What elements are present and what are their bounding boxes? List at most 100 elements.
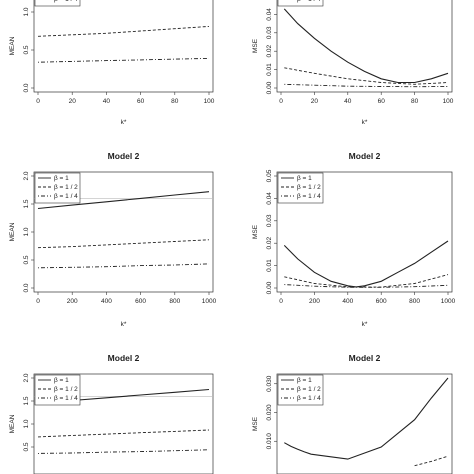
y-tick-label: 1.5: [23, 396, 30, 405]
y-tick-label: 1.0: [23, 7, 30, 16]
legend-box: [34, 172, 81, 204]
y-tick-label: 0.05: [266, 169, 273, 182]
y-tick-label: 0.02: [266, 44, 273, 57]
x-tick-label: 0: [36, 298, 40, 305]
y-tick-label: 0.0: [23, 83, 30, 92]
y-axis-label: MSE: [252, 224, 259, 239]
x-tick-label: 20: [311, 98, 319, 105]
series-line: [37, 429, 210, 438]
legend-label: β = 1: [54, 377, 69, 384]
legend: β = 1 β = 1 / 2 β = 1 / 4: [34, 374, 81, 406]
legend: β = 1 / 4: [34, 0, 81, 7]
x-tick-label: 40: [103, 98, 111, 105]
chart-title: Model 2: [108, 353, 140, 363]
x-tick-label: 40: [344, 98, 352, 105]
y-tick-label: 0.03: [266, 26, 273, 39]
y-tick-label: 0.020: [266, 404, 273, 421]
series-line: [37, 25, 210, 37]
series-line: [283, 240, 449, 288]
legend-label: β = 1 / 4: [297, 0, 321, 3]
x-tick-label: 0: [36, 98, 40, 105]
legend: β = 1 β = 1 / 2 β = 1 / 4: [277, 374, 324, 406]
x-axis-label: k*: [362, 321, 368, 328]
y-tick-label: 1.0: [23, 419, 30, 428]
chart-title: Model 2: [108, 151, 140, 161]
chart-panel-3: Model 2 0 200 400 600 800 1000 0.0 0.5 1.0 1.5 2.0 k…: [9, 151, 217, 328]
y-tick-label: 0.01: [266, 259, 273, 272]
y-tick-label: 0.010: [266, 433, 273, 450]
y-axis-label: MEAN: [9, 36, 16, 55]
x-axis-label: k*: [121, 119, 127, 126]
series-line: [37, 263, 210, 269]
legend-label: β = 1: [297, 175, 312, 182]
x-tick-label: 1000: [202, 298, 217, 305]
series-line: [414, 455, 449, 467]
plot-frame: [276, 0, 453, 93]
x-tick-label: 200: [67, 298, 78, 305]
x-tick-label: 100: [204, 98, 215, 105]
y-tick-label: 0.03: [266, 214, 273, 227]
legend: β = 1 / 4: [277, 0, 324, 7]
y-tick-label: 1.5: [23, 199, 30, 208]
y-tick-label: 0.04: [266, 192, 273, 205]
x-tick-label: 60: [378, 98, 386, 105]
legend-label: β = 1 / 2: [297, 184, 321, 191]
x-tick-label: 400: [101, 298, 112, 305]
y-tick-label: 0.0: [23, 283, 30, 292]
y-tick-label: 0.00: [266, 281, 273, 294]
x-tick-label: 100: [443, 98, 454, 105]
legend-label: β = 1 / 2: [54, 386, 78, 393]
x-axis-label: k*: [362, 119, 368, 126]
series-line: [284, 377, 449, 460]
x-tick-label: 600: [135, 298, 146, 305]
chart-title: Model 2: [349, 151, 381, 161]
y-tick-label: 0.5: [23, 442, 30, 451]
y-tick-label: 2.0: [23, 171, 30, 180]
y-tick-label: 1.0: [23, 227, 30, 236]
chart-panel-4: Model 2 0 200 400 600 800 1000 0.00 0.01 0.02 0.03…: [252, 151, 456, 328]
y-tick-label: 0.00: [266, 81, 273, 94]
x-tick-label: 600: [376, 298, 387, 305]
series-line: [284, 284, 449, 288]
series-line: [37, 191, 210, 210]
chart-panel-1: 0 20 40 60 80 100 0.0 0.5 1.0 k* MEAN β = 1 / 4: [9, 0, 215, 126]
y-axis-label: MEAN: [9, 414, 16, 433]
y-axis-label: MEAN: [9, 222, 16, 241]
x-tick-label: 200: [309, 298, 320, 305]
plot-frame: [33, 0, 214, 93]
y-tick-label: 0.01: [266, 63, 273, 76]
x-tick-label: 60: [137, 98, 145, 105]
y-tick-label: 0.02: [266, 236, 273, 249]
plot-frame: [276, 171, 453, 293]
x-tick-label: 800: [409, 298, 420, 305]
x-tick-label: 80: [411, 98, 419, 105]
x-tick-label: 800: [169, 298, 180, 305]
legend-label: β = 1 / 4: [54, 395, 78, 402]
legend-box: [277, 0, 324, 7]
x-tick-label: 1000: [441, 298, 456, 305]
legend-label: β = 1 / 2: [54, 184, 78, 191]
x-tick-label: 0: [279, 298, 283, 305]
series-line: [37, 449, 210, 454]
y-tick-label: 2.0: [23, 373, 30, 382]
x-tick-label: 400: [342, 298, 353, 305]
x-tick-label: 80: [171, 98, 179, 105]
legend-label: β = 1: [297, 377, 312, 384]
x-tick-label: 0: [279, 98, 283, 105]
legend-label: β = 1: [54, 175, 69, 182]
y-axis-label: MSE: [252, 38, 259, 53]
series-line: [284, 67, 449, 85]
legend: β = 1 β = 1 / 2 β = 1 / 4: [277, 172, 324, 204]
y-tick-label: 0.030: [266, 375, 273, 392]
legend-label: β = 1 / 4: [54, 0, 78, 3]
legend-label: β = 1 / 4: [297, 193, 321, 200]
chart-panel-2: 0 20 40 60 80 100 0.00 0.01 0.02 0.03 0.04 k* MSE β =…: [252, 0, 454, 126]
y-tick-label: 0.5: [23, 255, 30, 264]
legend-label: β = 1 / 2: [297, 386, 321, 393]
chart-title: Model 2: [349, 353, 381, 363]
y-tick-label: 0.5: [23, 45, 30, 54]
series-line: [37, 57, 210, 63]
legend-label: β = 1 / 4: [297, 395, 321, 402]
